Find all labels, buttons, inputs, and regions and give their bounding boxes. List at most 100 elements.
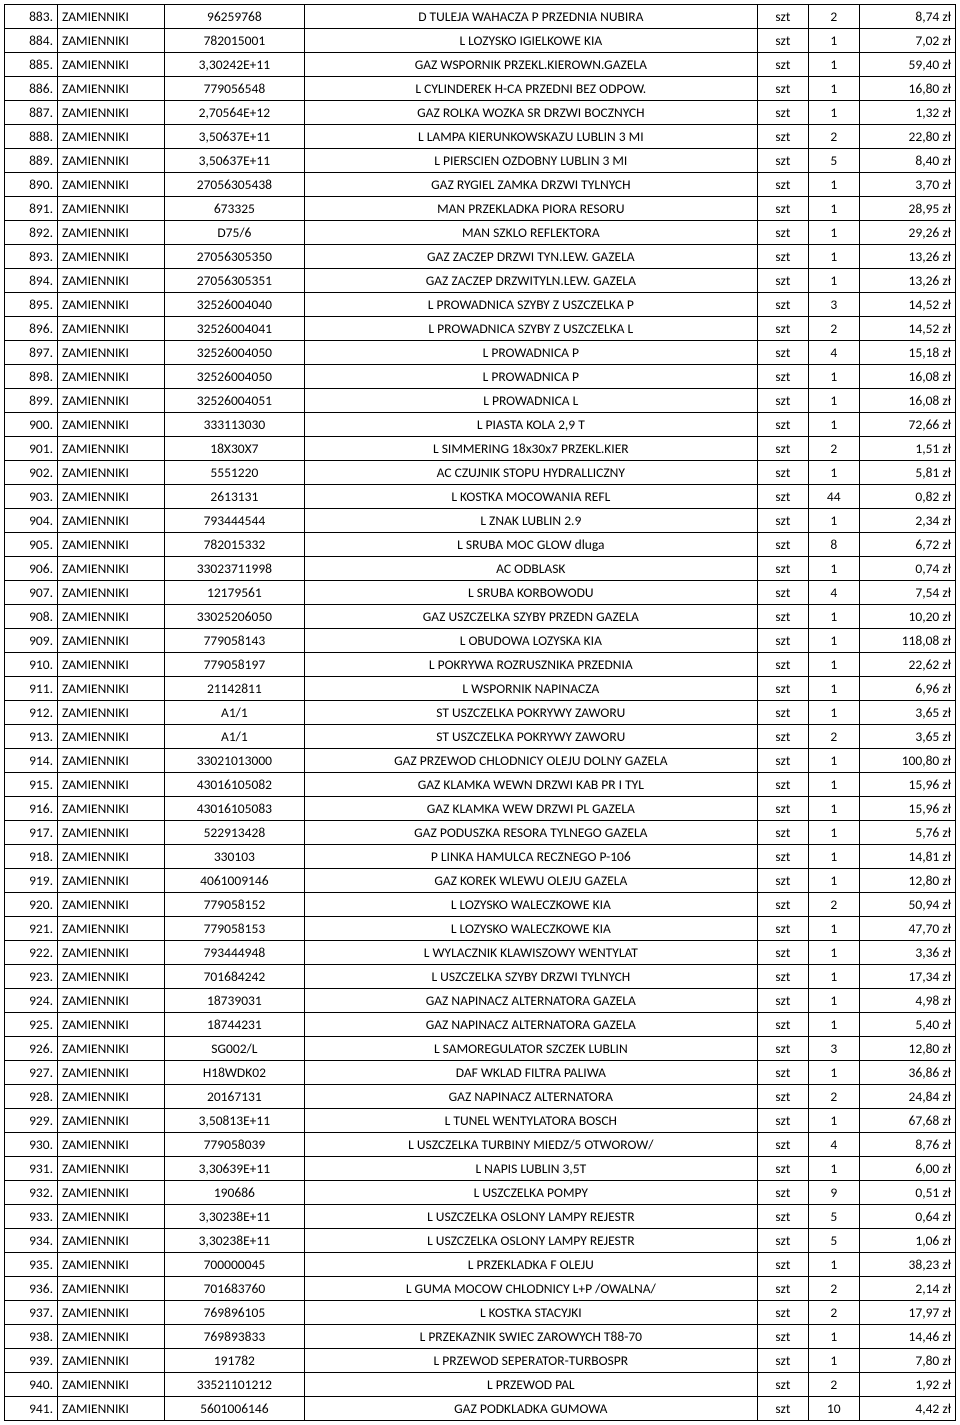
cell-qty: 1	[808, 101, 859, 125]
cell-code: 2613131	[165, 485, 305, 509]
cell-qty: 1	[808, 221, 859, 245]
cell-price: 8,76 zł	[859, 1133, 955, 1157]
cell-lp: 909.	[5, 629, 58, 653]
cell-price: 5,81 zł	[859, 461, 955, 485]
cell-unit: szt	[757, 29, 808, 53]
cell-desc: GAZ PODUSZKA RESORA TYLNEGO GAZELA	[304, 821, 757, 845]
cell-lp: 914.	[5, 749, 58, 773]
cell-qty: 1	[808, 557, 859, 581]
table-row: 884.ZAMIENNIKI782015001L LOZYSKO IGIELKO…	[5, 29, 956, 53]
cell-qty: 1	[808, 989, 859, 1013]
cell-code: 3,50637E+11	[165, 125, 305, 149]
cell-desc: L USZCZELKA OSLONY LAMPY REJESTR	[304, 1229, 757, 1253]
cell-qty: 3	[808, 293, 859, 317]
cell-code: 3,50813E+11	[165, 1109, 305, 1133]
cell-code: 779056548	[165, 77, 305, 101]
cell-lp: 936.	[5, 1277, 58, 1301]
cell-desc: L SRUBA MOC GLOW dluga	[304, 533, 757, 557]
cell-qty: 5	[808, 1229, 859, 1253]
cell-unit: szt	[757, 1181, 808, 1205]
cell-cat: ZAMIENNIKI	[58, 125, 165, 149]
cell-qty: 8	[808, 533, 859, 557]
cell-price: 13,26 zł	[859, 269, 955, 293]
table-row: 888.ZAMIENNIKI3,50637E+11L LAMPA KIERUNK…	[5, 125, 956, 149]
cell-unit: szt	[757, 269, 808, 293]
cell-unit: szt	[757, 317, 808, 341]
table-row: 933.ZAMIENNIKI3,30238E+11L USZCZELKA OSL…	[5, 1205, 956, 1229]
cell-desc: L GUMA MOCOW CHLODNICY L+P /OWALNA/	[304, 1277, 757, 1301]
cell-desc: MAN PRZEKLADKA PIORA RESORU	[304, 197, 757, 221]
cell-code: 673325	[165, 197, 305, 221]
cell-qty: 1	[808, 53, 859, 77]
cell-price: 14,81 zł	[859, 845, 955, 869]
table-row: 928.ZAMIENNIKI20167131GAZ NAPINACZ ALTER…	[5, 1085, 956, 1109]
cell-price: 3,65 zł	[859, 701, 955, 725]
cell-lp: 924.	[5, 989, 58, 1013]
cell-code: 96259768	[165, 5, 305, 29]
cell-desc: L CYLINDEREK H-CA PRZEDNI BEZ ODPOW.	[304, 77, 757, 101]
table-row: 900.ZAMIENNIKI333113030L PIASTA KOLA 2,9…	[5, 413, 956, 437]
cell-desc: DAF WKLAD FILTRA PALIWA	[304, 1061, 757, 1085]
cell-lp: 920.	[5, 893, 58, 917]
cell-desc: L PROWADNICA L	[304, 389, 757, 413]
cell-code: 20167131	[165, 1085, 305, 1109]
cell-code: 43016105082	[165, 773, 305, 797]
table-row: 908.ZAMIENNIKI33025206050GAZ USZCZELKA S…	[5, 605, 956, 629]
cell-price: 14,46 zł	[859, 1325, 955, 1349]
cell-lp: 925.	[5, 1013, 58, 1037]
table-row: 911.ZAMIENNIKI21142811L WSPORNIK NAPINAC…	[5, 677, 956, 701]
cell-price: 100,80 zł	[859, 749, 955, 773]
cell-code: 32526004040	[165, 293, 305, 317]
cell-price: 8,40 zł	[859, 149, 955, 173]
cell-unit: szt	[757, 5, 808, 29]
cell-price: 6,72 zł	[859, 533, 955, 557]
cell-desc: ST USZCZELKA POKRYWY ZAWORU	[304, 701, 757, 725]
cell-unit: szt	[757, 965, 808, 989]
cell-lp: 922.	[5, 941, 58, 965]
cell-desc: GAZ RYGIEL ZAMKA DRZWI TYLNYCH	[304, 173, 757, 197]
cell-qty: 4	[808, 341, 859, 365]
cell-code: 32526004041	[165, 317, 305, 341]
table-row: 912.ZAMIENNIKIA1/1ST USZCZELKA POKRYWY Z…	[5, 701, 956, 725]
cell-price: 12,80 zł	[859, 869, 955, 893]
cell-lp: 887.	[5, 101, 58, 125]
cell-price: 28,95 zł	[859, 197, 955, 221]
cell-unit: szt	[757, 53, 808, 77]
cell-unit: szt	[757, 1277, 808, 1301]
cell-price: 3,70 zł	[859, 173, 955, 197]
cell-cat: ZAMIENNIKI	[58, 1325, 165, 1349]
cell-price: 1,06 zł	[859, 1229, 955, 1253]
cell-price: 3,36 zł	[859, 941, 955, 965]
cell-price: 7,54 zł	[859, 581, 955, 605]
cell-desc: D TULEJA WAHACZA P PRZEDNIA NUBIRA	[304, 5, 757, 29]
table-row: 938.ZAMIENNIKI769893833L PRZEKAZNIK SWIE…	[5, 1325, 956, 1349]
cell-cat: ZAMIENNIKI	[58, 365, 165, 389]
cell-desc: L PRZEWOD PAL	[304, 1373, 757, 1397]
cell-code: 769896105	[165, 1301, 305, 1325]
cell-lp: 926.	[5, 1037, 58, 1061]
cell-cat: ZAMIENNIKI	[58, 605, 165, 629]
cell-code: A1/1	[165, 701, 305, 725]
cell-desc: GAZ NAPINACZ ALTERNATORA	[304, 1085, 757, 1109]
cell-cat: ZAMIENNIKI	[58, 749, 165, 773]
cell-cat: ZAMIENNIKI	[58, 1397, 165, 1421]
cell-code: 32526004050	[165, 341, 305, 365]
cell-price: 5,76 zł	[859, 821, 955, 845]
cell-qty: 1	[808, 29, 859, 53]
cell-lp: 923.	[5, 965, 58, 989]
cell-cat: ZAMIENNIKI	[58, 1373, 165, 1397]
cell-desc: L PROWADNICA SZYBY Z USZCZELKA L	[304, 317, 757, 341]
cell-lp: 941.	[5, 1397, 58, 1421]
cell-cat: ZAMIENNIKI	[58, 413, 165, 437]
cell-desc: L PIASTA KOLA 2,9 T	[304, 413, 757, 437]
cell-code: 21142811	[165, 677, 305, 701]
cell-desc: L NAPIS LUBLIN 3,5T	[304, 1157, 757, 1181]
cell-cat: ZAMIENNIKI	[58, 245, 165, 269]
cell-desc: L USZCZELKA OSLONY LAMPY REJESTR	[304, 1205, 757, 1229]
cell-lp: 904.	[5, 509, 58, 533]
cell-qty: 1	[808, 869, 859, 893]
cell-unit: szt	[757, 725, 808, 749]
cell-price: 6,00 zł	[859, 1157, 955, 1181]
cell-cat: ZAMIENNIKI	[58, 77, 165, 101]
cell-code: 333113030	[165, 413, 305, 437]
